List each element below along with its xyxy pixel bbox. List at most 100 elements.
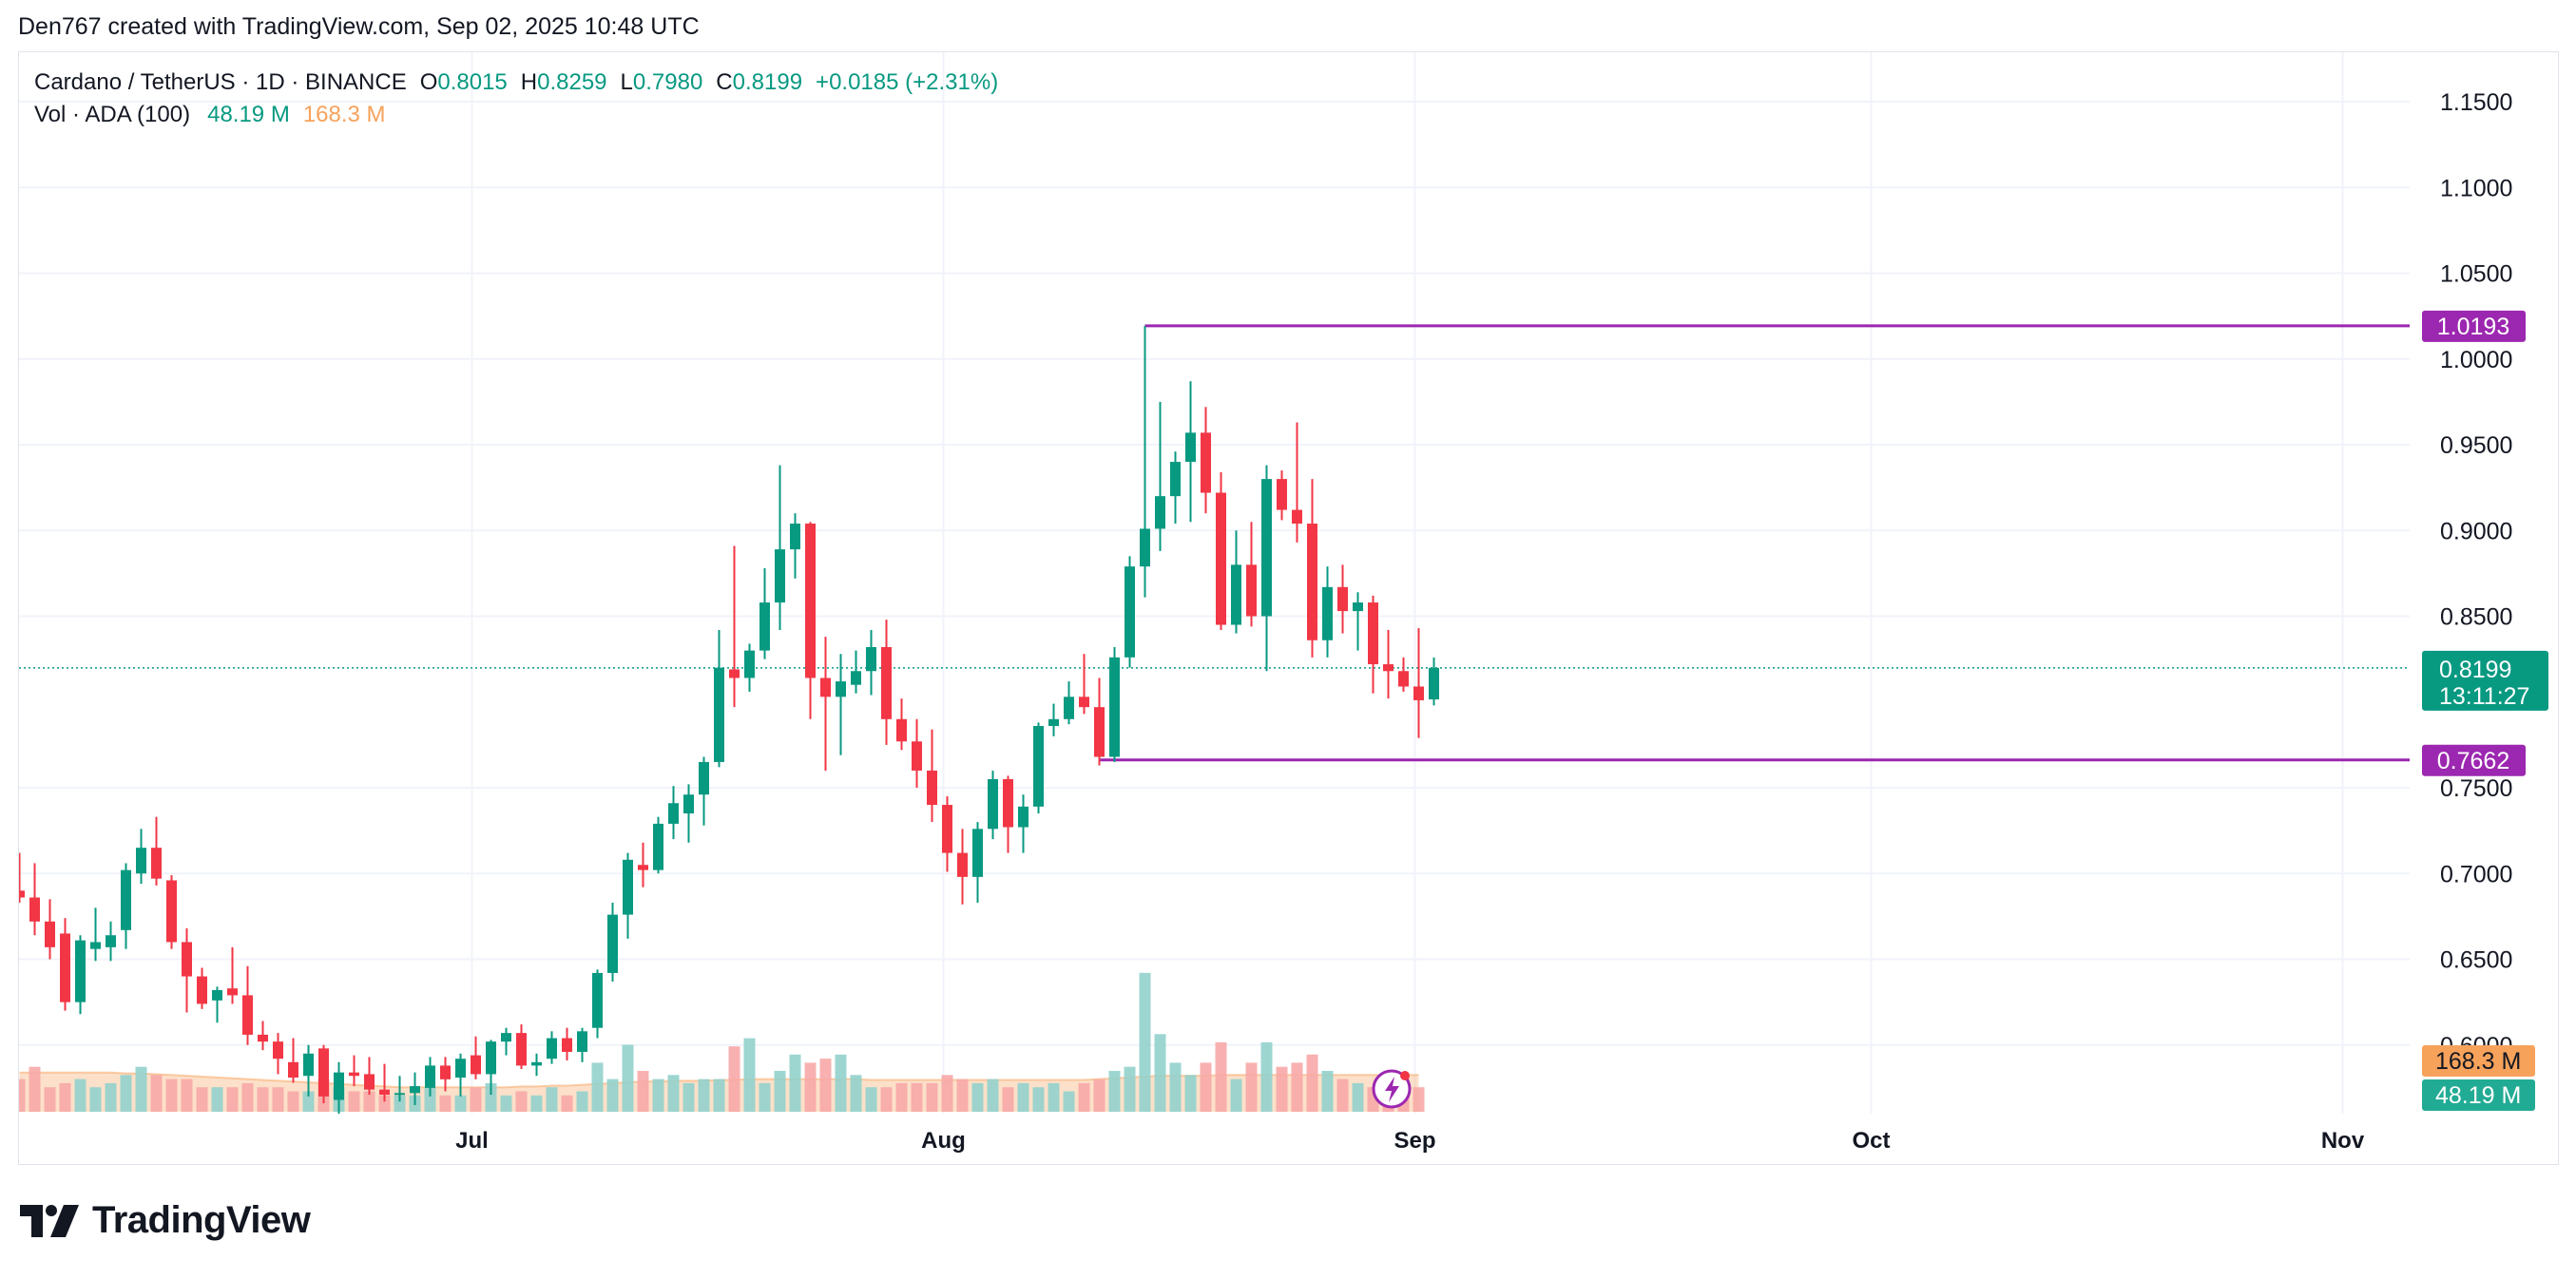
chart-legend: Cardano / TetherUS · 1D · BINANCE O 0.80…: [34, 67, 998, 131]
candle-body: [881, 646, 892, 719]
lightning-icon[interactable]: [1372, 1069, 1412, 1109]
volume-ma-tag-label: 168.3 M: [2435, 1048, 2521, 1075]
candle-body: [471, 1055, 481, 1075]
y-tick-label: 0.9000: [2440, 518, 2512, 544]
volume-bar: [546, 1087, 558, 1112]
candle-body: [1246, 564, 1257, 617]
volume-bar: [591, 1062, 604, 1112]
legend-volume-ma-value: 168.3 M: [302, 102, 386, 127]
volume-bar: [804, 1062, 817, 1112]
candle-body: [425, 1065, 435, 1088]
volume-bar: [257, 1087, 269, 1112]
candle-body: [1064, 697, 1074, 719]
candle-body: [972, 829, 983, 877]
volume-bar: [1230, 1079, 1242, 1112]
volume-bar: [713, 1079, 725, 1112]
candle-body: [1398, 671, 1409, 687]
volume-bar: [105, 1082, 117, 1112]
volume-current-tag-label: 48.19 M: [2435, 1082, 2521, 1109]
volume-bar: [1321, 1071, 1334, 1112]
volume-bar: [485, 1082, 497, 1112]
candle-body: [1383, 664, 1394, 672]
y-tick-label: 1.0000: [2440, 347, 2512, 373]
candle-body: [759, 602, 770, 651]
candle-body: [227, 988, 238, 996]
volume-bar: [1413, 1087, 1425, 1112]
candle-body: [318, 1048, 329, 1097]
x-tick-label: Jul: [455, 1128, 489, 1154]
volume-bar: [302, 1091, 315, 1112]
volume-bar: [515, 1091, 528, 1112]
y-tick-label: 0.9500: [2440, 432, 2512, 459]
candle-body: [1155, 496, 1165, 529]
last-price-label: 0.8199: [2439, 657, 2511, 683]
candle-body: [1109, 657, 1120, 757]
candle-body: [1231, 564, 1241, 625]
volume-bar: [1063, 1091, 1075, 1112]
credit-text: Den767 created with TradingView.com, Sep…: [18, 13, 700, 40]
candle-body: [410, 1086, 420, 1094]
volume-bar: [1245, 1062, 1258, 1112]
candle-body: [790, 524, 800, 550]
volume-bar: [378, 1095, 391, 1112]
candle-body: [1292, 509, 1302, 525]
candle-body: [151, 848, 162, 879]
volume-bar: [987, 1079, 999, 1112]
y-tick-label: 0.6500: [2440, 947, 2512, 974]
volume-bar: [865, 1087, 877, 1112]
level-price-tag: [2422, 744, 2526, 776]
candle-body: [729, 669, 740, 678]
volume-bar: [44, 1087, 56, 1112]
volume-bar: [1260, 1041, 1273, 1112]
volume-bar: [120, 1075, 132, 1112]
candle-body: [1125, 566, 1135, 658]
candle-body: [1033, 726, 1044, 807]
legend-volume-label[interactable]: Vol · ADA (100): [34, 102, 191, 127]
candle-body: [1337, 586, 1348, 612]
volume-bar: [165, 1079, 178, 1112]
candle-body: [334, 1072, 344, 1100]
y-tick-label: 1.0500: [2440, 261, 2512, 288]
volume-bar: [774, 1071, 786, 1112]
level-price-label: 0.7662: [2437, 748, 2509, 774]
y-tick-label: 0.7000: [2440, 861, 2512, 888]
volume-bar: [272, 1087, 284, 1112]
legend-symbol[interactable]: Cardano / TetherUS · 1D · BINANCE: [34, 69, 407, 95]
volume-bar: [1093, 1079, 1105, 1112]
volume-bar: [29, 1066, 41, 1112]
candle-body: [805, 524, 816, 678]
legend-open-value: 0.8015: [437, 69, 508, 95]
volume-bar: [1169, 1062, 1182, 1112]
volume-bar: [500, 1095, 512, 1112]
candle-body: [182, 942, 192, 977]
candle-body: [1353, 602, 1363, 612]
candle-body: [1368, 602, 1378, 665]
volume-bar: [789, 1054, 801, 1112]
candle-body: [516, 1033, 527, 1066]
candle-body: [714, 667, 724, 762]
chart-frame[interactable]: [18, 51, 2559, 1165]
volume-bar: [926, 1082, 938, 1112]
candle-body: [607, 914, 618, 973]
legend-low-value: 0.7980: [632, 69, 703, 95]
candle-body: [288, 1061, 298, 1079]
candle-body: [927, 770, 937, 806]
candle-body: [1201, 432, 1211, 493]
candle-body: [1185, 432, 1196, 463]
volume-bar: [698, 1079, 710, 1112]
volume-bar: [150, 1075, 163, 1112]
volume-bar: [1184, 1075, 1197, 1112]
volume-bar: [667, 1075, 680, 1112]
legend-change: +0.0185 (+2.31%): [816, 69, 999, 95]
volume-bar: [759, 1082, 771, 1112]
candle-body: [60, 933, 70, 1002]
volume-bar: [1200, 1062, 1212, 1112]
candle-body: [1261, 479, 1272, 617]
volume-bar: [956, 1079, 969, 1112]
volume-bar: [835, 1054, 847, 1112]
volume-bar: [439, 1095, 452, 1112]
tradingview-logo[interactable]: TradingView: [20, 1199, 311, 1242]
volume-bar: [743, 1038, 756, 1112]
plot-area: [19, 324, 2410, 1114]
